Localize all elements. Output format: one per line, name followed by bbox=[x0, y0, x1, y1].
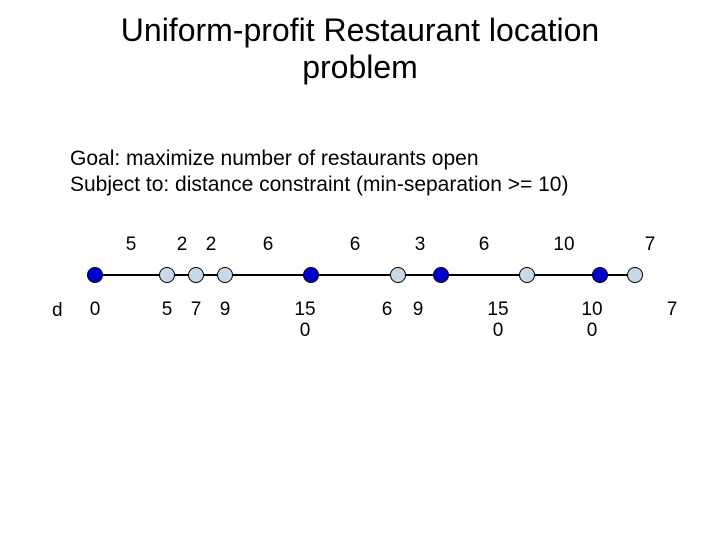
gap-label-4: 6 bbox=[263, 234, 274, 256]
d-value-label-5: 6 bbox=[382, 300, 393, 321]
gap-label-8: 10 bbox=[553, 234, 574, 256]
gap-label-9: 7 bbox=[645, 234, 656, 256]
location-node-3 bbox=[218, 268, 233, 283]
gap-label-5: 6 bbox=[350, 234, 361, 256]
gap-label-2: 2 bbox=[177, 234, 188, 256]
location-node-5 bbox=[391, 268, 406, 283]
d-value-label-1: 5 bbox=[162, 300, 173, 321]
location-node-9 bbox=[628, 268, 643, 283]
gap-label-7: 6 bbox=[479, 234, 490, 256]
d-value-label-4: 150 bbox=[294, 300, 315, 342]
gap-label-6: 3 bbox=[415, 234, 426, 256]
d-value-label-6: 9 bbox=[413, 300, 424, 321]
d-value-label-7: 150 bbox=[487, 300, 508, 342]
gap-label-3: 2 bbox=[206, 234, 217, 256]
d-value-label-0: 0 bbox=[90, 300, 101, 321]
d-axis-label: d bbox=[52, 300, 63, 322]
d-value-label-8: 100 bbox=[581, 300, 602, 342]
location-node-7 bbox=[520, 268, 535, 283]
location-node-8 bbox=[593, 268, 608, 283]
location-node-1 bbox=[160, 268, 175, 283]
number-line-diagram: d52266361070579150691501007 bbox=[0, 0, 720, 540]
location-node-2 bbox=[189, 268, 204, 283]
d-value-label-3: 9 bbox=[220, 300, 231, 321]
gap-label-1: 5 bbox=[126, 234, 137, 256]
location-node-6 bbox=[434, 268, 449, 283]
d-value-label-2: 7 bbox=[191, 300, 202, 321]
d-value-label-9: 7 bbox=[667, 300, 678, 321]
location-node-4 bbox=[304, 268, 319, 283]
location-node-0 bbox=[88, 268, 103, 283]
